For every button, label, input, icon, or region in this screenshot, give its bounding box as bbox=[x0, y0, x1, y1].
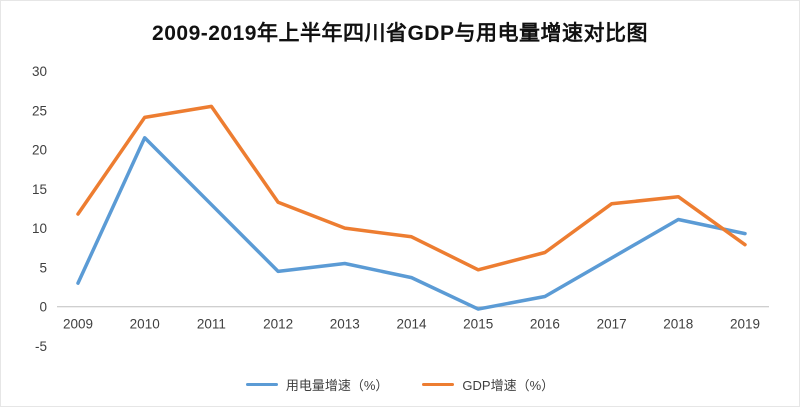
chart-title: 2009-2019年上半年四川省GDP与用电量增速对比图 bbox=[152, 22, 648, 45]
x-axis-tick-label: 2009 bbox=[63, 317, 93, 332]
legend-swatch-electricity bbox=[245, 383, 278, 386]
y-axis-tick-label: 25 bbox=[32, 103, 47, 118]
chart-legend: 用电量增速（%） GDP增速（%） bbox=[1, 375, 799, 394]
legend-item-gdp: GDP增速（%） bbox=[422, 375, 554, 394]
legend-label-electricity: 用电量增速（%） bbox=[285, 378, 389, 393]
series-line-gdp bbox=[76, 104, 747, 272]
y-axis-tick-label: -5 bbox=[35, 339, 47, 354]
x-axis-tick-label: 2016 bbox=[530, 317, 560, 332]
y-axis-tick-label: 0 bbox=[39, 300, 47, 315]
y-axis-tick-label: 15 bbox=[32, 182, 47, 197]
x-axis-tick-label: 2012 bbox=[263, 317, 293, 332]
x-axis-tick-label: 2010 bbox=[130, 317, 160, 332]
x-axis-tick-label: 2011 bbox=[197, 317, 226, 332]
x-axis-tick-label: 2013 bbox=[330, 317, 360, 332]
x-axis-tick-label: 2017 bbox=[597, 317, 627, 332]
legend-item-electricity: 用电量增速（%） bbox=[245, 375, 389, 394]
x-axis-tick-label: 2015 bbox=[463, 317, 493, 332]
legend-label-gdp: GDP增速（%） bbox=[462, 378, 555, 393]
series-line-electricity bbox=[76, 136, 747, 311]
legend-swatch-gdp bbox=[422, 383, 455, 386]
y-axis-tick-label: 20 bbox=[32, 143, 47, 158]
y-axis-tick-label: 10 bbox=[32, 221, 47, 236]
y-axis-tick-label: 30 bbox=[32, 64, 47, 79]
x-axis-tick-label: 2014 bbox=[396, 317, 427, 332]
y-axis-tick-label: 5 bbox=[39, 260, 47, 275]
x-axis-tick-label: 2019 bbox=[730, 317, 760, 332]
x-axis-tick-label: 2018 bbox=[663, 317, 693, 332]
